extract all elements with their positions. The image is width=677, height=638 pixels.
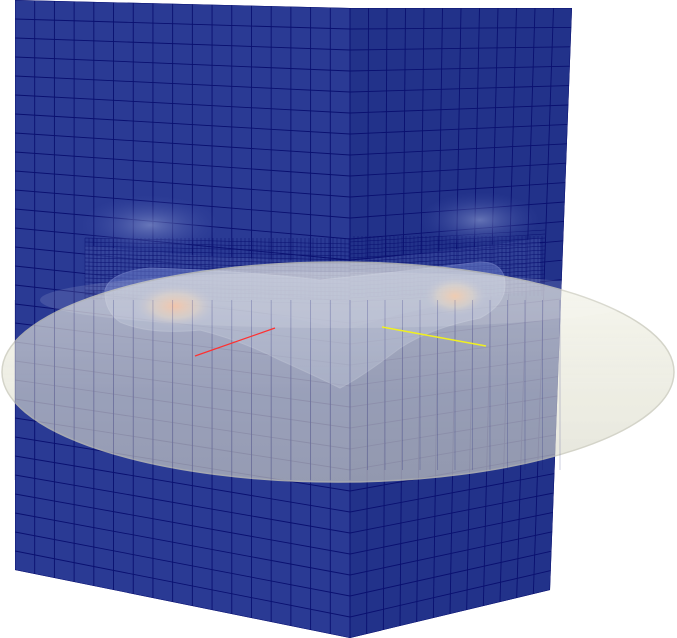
transparent-ellipsoid — [1, 261, 675, 483]
mesh-through-ellipsoid — [14, 300, 561, 480]
axes-glyph — [194, 326, 487, 357]
